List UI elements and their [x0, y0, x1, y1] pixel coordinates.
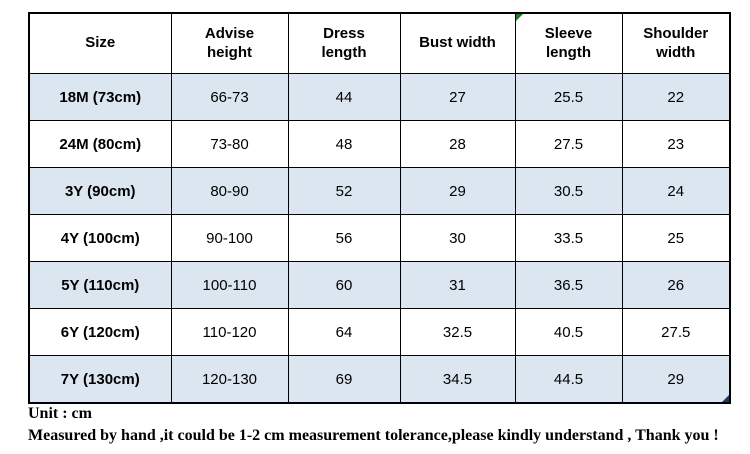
cell-value: 90-100 — [170, 214, 289, 262]
header-row: Size Advise height Dress length Bust wid… — [28, 12, 731, 74]
cell-value: 60 — [287, 261, 401, 309]
cell-value: 29 — [621, 355, 731, 404]
header-shoulder-width: Shoulder width — [621, 12, 731, 74]
footer-notes: Unit : cm Measured by hand ,it could be … — [28, 403, 719, 446]
cell-size: 7Y (130cm) — [28, 355, 172, 404]
table-row-7y: 7Y (130cm) 120-130 69 34.5 44.5 29 — [28, 355, 731, 404]
cell-value: 52 — [287, 167, 401, 215]
header-bust-width-label: Bust width — [419, 34, 496, 52]
cell-value: 110-120 — [170, 308, 289, 356]
cell-value: 29 — [399, 167, 516, 215]
cell-size: 3Y (90cm) — [28, 167, 172, 215]
header-sleeve-length: Sleeve length — [514, 12, 623, 74]
size-chart-table: Size Advise height Dress length Bust wid… — [28, 12, 731, 404]
cell-size: 6Y (120cm) — [28, 308, 172, 356]
cell-value: 73-80 — [170, 120, 289, 168]
cell-value: 28 — [399, 120, 516, 168]
header-dress-length: Dress length — [287, 12, 401, 74]
cell-value: 24 — [621, 167, 731, 215]
table-row-18m: 18M (73cm) 66-73 44 27 25.5 22 — [28, 73, 731, 121]
cell-size: 18M (73cm) — [28, 73, 172, 121]
table-row-4y: 4Y (100cm) 90-100 56 30 33.5 25 — [28, 214, 731, 262]
cell-value: 120-130 — [170, 355, 289, 404]
cell-value: 44.5 — [514, 355, 623, 404]
header-bust-width: Bust width — [399, 12, 516, 74]
cell-value: 66-73 — [170, 73, 289, 121]
cell-value: 31 — [399, 261, 516, 309]
cell-value: 33.5 — [514, 214, 623, 262]
cell-value: 32.5 — [399, 308, 516, 356]
cell-value: 23 — [621, 120, 731, 168]
cell-value: 26 — [621, 261, 731, 309]
cell-value: 25.5 — [514, 73, 623, 121]
selection-handle-icon — [722, 395, 729, 402]
cell-size: 5Y (110cm) — [28, 261, 172, 309]
cell-value: 100-110 — [170, 261, 289, 309]
cell-value: 27 — [399, 73, 516, 121]
unit-note: Unit : cm — [28, 405, 92, 422]
cell-value: 64 — [287, 308, 401, 356]
cell-value: 27.5 — [514, 120, 623, 168]
cell-value-text: 29 — [667, 370, 685, 388]
header-sleeve-length-label: Sleeve length — [544, 24, 593, 61]
header-size: Size — [28, 12, 172, 74]
table-row-6y: 6Y (120cm) 110-120 64 32.5 40.5 27.5 — [28, 308, 731, 356]
header-advise-height: Advise height — [170, 12, 289, 74]
header-size-label: Size — [85, 34, 116, 52]
cell-value: 25 — [621, 214, 731, 262]
cell-value: 48 — [287, 120, 401, 168]
cell-value: 44 — [287, 73, 401, 121]
cell-error-flag-icon — [516, 14, 523, 21]
cell-value: 80-90 — [170, 167, 289, 215]
tolerance-note: Measured by hand ,it could be 1-2 cm mea… — [28, 426, 719, 444]
header-shoulder-width-label: Shoulder width — [643, 24, 709, 61]
cell-value: 27.5 — [621, 308, 731, 356]
cell-size: 4Y (100cm) — [28, 214, 172, 262]
header-dress-length-label: Dress length — [321, 24, 367, 61]
cell-size: 24M (80cm) — [28, 120, 172, 168]
table-row-3y: 3Y (90cm) 80-90 52 29 30.5 24 — [28, 167, 731, 215]
cell-value: 30 — [399, 214, 516, 262]
table-row-24m: 24M (80cm) 73-80 48 28 27.5 23 — [28, 120, 731, 168]
cell-value: 36.5 — [514, 261, 623, 309]
cell-value: 69 — [287, 355, 401, 404]
cell-value: 22 — [621, 73, 731, 121]
header-advise-height-label: Advise height — [204, 24, 255, 61]
cell-value: 56 — [287, 214, 401, 262]
cell-value: 40.5 — [514, 308, 623, 356]
table-row-5y: 5Y (110cm) 100-110 60 31 36.5 26 — [28, 261, 731, 309]
cell-value: 30.5 — [514, 167, 623, 215]
cell-value: 34.5 — [399, 355, 516, 404]
